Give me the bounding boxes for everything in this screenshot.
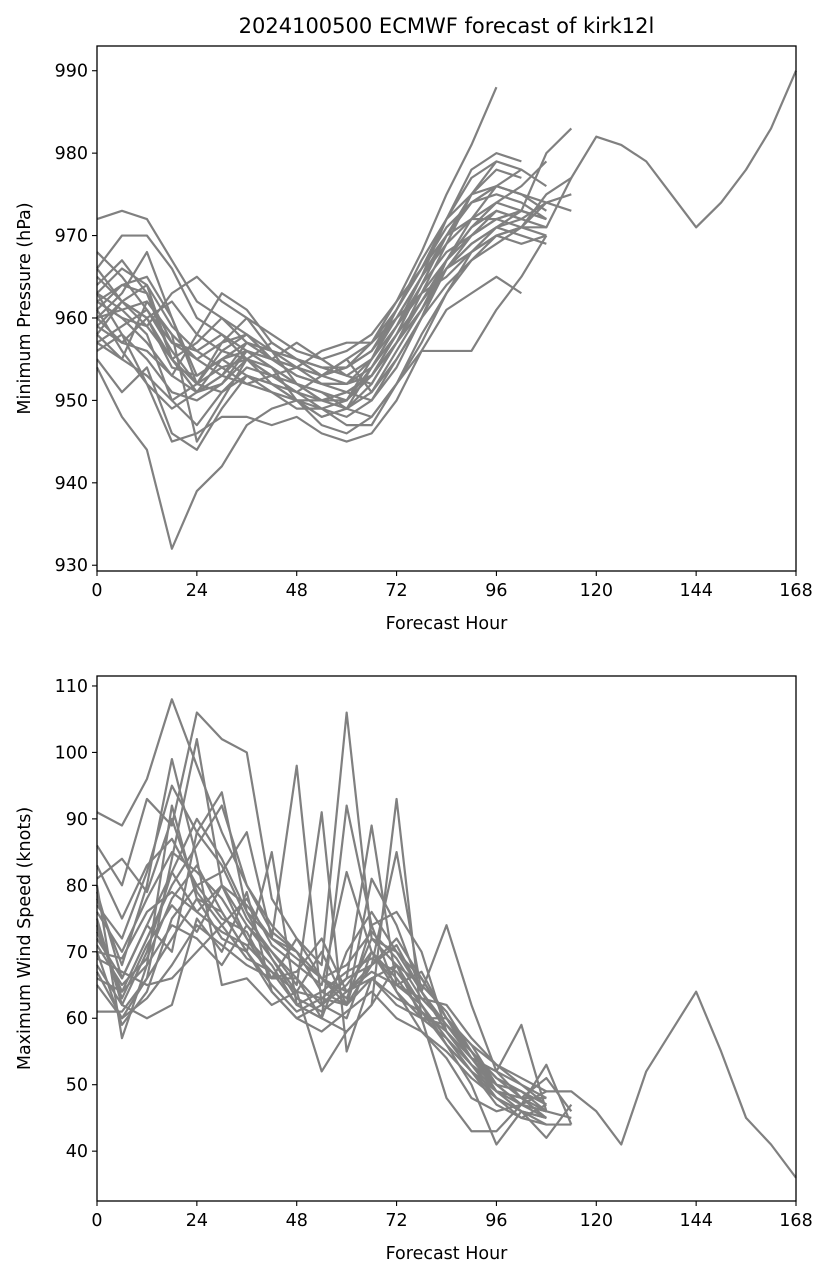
pressure-series-line-25 (96, 201, 547, 361)
pressure-series-line-22 (96, 185, 547, 377)
wind-series-line-19 (96, 784, 548, 1119)
pressure-x-tick-label: 168 (779, 581, 812, 601)
pressure-y-tick-label: 960 (55, 309, 88, 329)
wind-x-tick-label: 144 (679, 1211, 712, 1231)
wind-series-line-11 (96, 837, 547, 1099)
pressure-plot-frame (96, 45, 797, 572)
pressure-y-tick-label: 940 (55, 474, 88, 494)
wind-series-line-16 (96, 897, 547, 1126)
wind-y-tick-label: 70 (66, 943, 88, 963)
wind-y-tick-label: 60 (66, 1009, 88, 1029)
wind-series-line-18 (96, 924, 547, 1113)
wind-y-ticks: 40 50 60 70 80 90 100 110 (55, 677, 97, 1162)
wind-x-tick-label: 168 (779, 1211, 812, 1231)
wind-x-axis-label: Forecast Hour (386, 1244, 509, 1264)
wind-y-tick-label: 100 (55, 743, 88, 763)
pressure-x-tick-label: 72 (385, 581, 407, 601)
wind-x-tick-label: 48 (286, 1211, 308, 1231)
wind-x-tick-label: 72 (385, 1211, 407, 1231)
pressure-y-ticks: 930 940 950 960 970 980 990 (55, 62, 97, 576)
wind-x-tick-label: 24 (186, 1211, 208, 1231)
pressure-y-tick-label: 990 (55, 62, 88, 82)
pressure-y-tick-label: 930 (55, 556, 88, 576)
pressure-chart: 2024100500 ECMWF forecast of kirk12l 0 24… (15, 14, 813, 634)
wind-series-lines (95, 698, 797, 1179)
wind-chart: 0 24 48 72 96 120 144 168 40 50 60 70 80 90 100 110 Fo… (15, 675, 813, 1264)
pressure-series-line-8 (96, 160, 498, 394)
wind-x-tick-label: 120 (580, 1211, 613, 1231)
wind-y-axis-label: Maximum Wind Speed (knots) (15, 807, 35, 1070)
chart-title: 2024100500 ECMWF forecast of kirk12l (239, 14, 655, 38)
pressure-y-axis-label: Minimum Pressure (hPa) (15, 202, 35, 414)
wind-y-tick-label: 50 (66, 1076, 88, 1096)
wind-series-line-22 (96, 864, 547, 1119)
wind-x-tick-label: 96 (485, 1211, 507, 1231)
wind-series-line-10 (96, 890, 573, 1126)
pressure-x-ticks: 0 24 48 72 96 120 144 168 (91, 571, 813, 601)
pressure-series-line-23 (96, 234, 547, 386)
pressure-y-tick-label: 950 (55, 391, 88, 411)
wind-y-tick-label: 80 (66, 876, 88, 896)
pressure-series-line-24 (96, 209, 547, 402)
wind-y-tick-label: 40 (66, 1142, 88, 1162)
pressure-x-tick-label: 0 (91, 581, 102, 601)
pressure-x-tick-label: 48 (286, 581, 308, 601)
pressure-x-tick-label: 120 (580, 581, 613, 601)
pressure-series-lines (96, 70, 798, 550)
pressure-x-tick-label: 144 (679, 581, 712, 601)
wind-plot-frame (96, 675, 797, 1202)
pressure-x-tick-label: 96 (485, 581, 507, 601)
wind-y-tick-label: 90 (66, 810, 88, 830)
pressure-series-line-4 (96, 275, 522, 443)
pressure-x-tick-label: 24 (186, 581, 208, 601)
pressure-y-tick-label: 980 (55, 144, 88, 164)
wind-y-tick-label: 110 (55, 677, 88, 697)
pressure-series-line-26 (96, 209, 547, 394)
pressure-y-tick-label: 970 (55, 227, 88, 247)
pressure-x-axis-label: Forecast Hour (386, 614, 509, 634)
wind-x-ticks: 0 24 48 72 96 120 144 168 (91, 1201, 813, 1231)
pressure-series-line-20 (96, 234, 548, 418)
wind-x-tick-label: 0 (91, 1211, 102, 1231)
wind-series-line-21 (95, 870, 547, 1093)
pressure-series-line-21 (96, 217, 547, 410)
pressure-series-line-17 (96, 177, 573, 451)
wind-series-line-8 (95, 757, 797, 1179)
